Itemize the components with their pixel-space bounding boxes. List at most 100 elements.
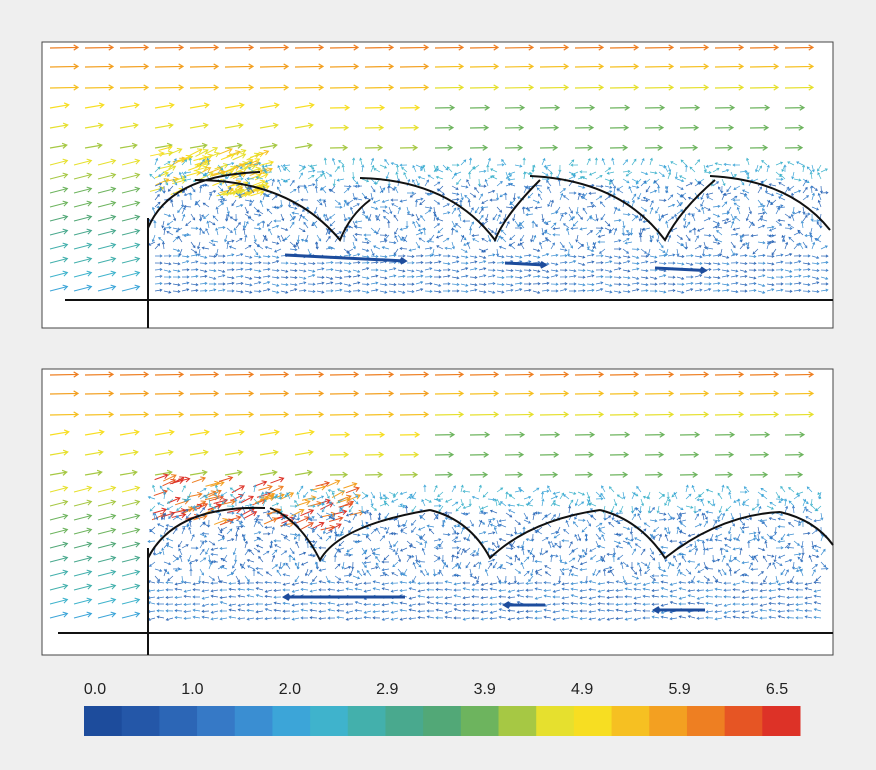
vector	[791, 505, 796, 514]
vector	[624, 582, 633, 586]
vector	[197, 248, 201, 257]
vector	[673, 491, 678, 500]
vector	[714, 124, 735, 131]
vector	[210, 603, 219, 607]
vector	[793, 281, 802, 285]
vector	[325, 289, 334, 293]
vector	[375, 562, 381, 570]
vector	[253, 269, 262, 273]
vector	[172, 248, 181, 252]
vector	[676, 282, 685, 286]
vector	[294, 411, 325, 418]
vector	[678, 540, 687, 544]
vector	[234, 213, 238, 222]
colorbar-swatch	[536, 706, 575, 736]
vector	[49, 611, 69, 619]
vector	[669, 594, 678, 598]
vector	[631, 255, 640, 259]
vector	[543, 615, 552, 619]
vector	[532, 269, 541, 273]
vector	[244, 290, 253, 294]
vector	[460, 185, 469, 189]
vector	[505, 554, 513, 560]
vector	[217, 288, 226, 292]
vector	[445, 498, 453, 503]
vector	[437, 227, 444, 234]
vector	[689, 166, 696, 173]
vector	[235, 290, 244, 294]
vector	[558, 540, 562, 549]
vector	[496, 487, 504, 493]
vector	[399, 431, 421, 438]
vector	[642, 196, 651, 201]
vector	[752, 248, 759, 255]
vector	[601, 157, 606, 166]
vector	[433, 253, 442, 257]
vector	[762, 555, 768, 563]
vector	[532, 164, 536, 173]
vector	[601, 534, 606, 542]
vector	[730, 195, 738, 201]
vector	[820, 254, 829, 258]
vector	[775, 260, 784, 264]
vector	[714, 603, 723, 607]
vector	[525, 206, 534, 210]
vector	[655, 206, 660, 214]
vector	[577, 192, 586, 197]
vector	[757, 571, 764, 577]
vector	[364, 431, 386, 438]
vector	[505, 561, 514, 566]
vector	[574, 498, 579, 507]
vector	[504, 104, 526, 111]
vector	[514, 276, 523, 280]
vector	[316, 290, 325, 294]
vector	[741, 573, 750, 577]
vector	[192, 602, 201, 606]
vector	[352, 269, 361, 273]
vector	[598, 529, 606, 535]
vector	[417, 609, 426, 613]
vector	[220, 491, 228, 497]
vector	[766, 241, 770, 250]
vector	[309, 616, 318, 620]
vector	[309, 518, 318, 522]
vector	[273, 219, 282, 223]
vector	[343, 184, 352, 189]
vector	[73, 172, 93, 180]
vector	[217, 282, 226, 286]
vector	[687, 615, 696, 619]
vector	[586, 498, 591, 507]
vector	[154, 44, 185, 51]
vector	[121, 270, 141, 278]
vector	[793, 254, 802, 258]
vector	[778, 196, 786, 201]
vector	[694, 523, 702, 528]
vector	[219, 199, 228, 203]
vector	[568, 505, 572, 514]
vector	[793, 566, 802, 570]
vector	[649, 507, 655, 514]
vector	[262, 498, 267, 507]
vector	[622, 220, 626, 229]
vector	[552, 502, 561, 507]
vector	[669, 539, 678, 543]
vector	[468, 498, 472, 507]
vector	[492, 213, 498, 221]
vector	[244, 503, 253, 507]
vector	[646, 491, 651, 500]
vector	[636, 485, 642, 493]
vector	[345, 587, 354, 591]
vector	[820, 567, 829, 571]
colorbar-swatch	[724, 706, 763, 736]
vector	[804, 609, 813, 613]
vector	[750, 596, 759, 600]
vector	[525, 213, 534, 217]
vector	[784, 253, 793, 257]
vector	[820, 268, 829, 272]
vector	[802, 214, 808, 222]
vector	[568, 191, 577, 195]
colorbar-swatch	[649, 706, 688, 736]
vector	[226, 515, 242, 522]
vector	[603, 512, 607, 521]
vector	[291, 582, 300, 586]
